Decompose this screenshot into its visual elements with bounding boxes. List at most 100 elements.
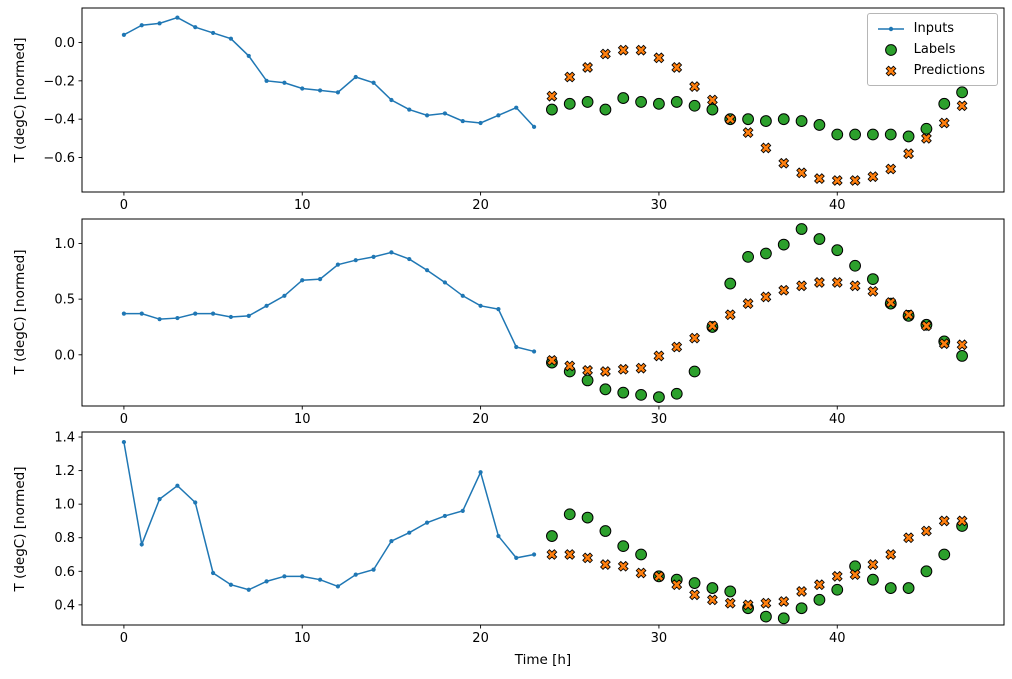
prediction-marker: [903, 532, 914, 544]
label-marker: [760, 247, 772, 260]
label-marker: [795, 115, 808, 127]
inputs-marker: [496, 307, 501, 312]
inputs-marker: [157, 497, 162, 502]
inputs-marker: [139, 311, 144, 316]
label-marker: [777, 238, 790, 251]
label-marker: [617, 92, 630, 104]
inputs-marker: [478, 303, 483, 308]
label-marker: [742, 113, 754, 126]
predictions-series: [546, 515, 968, 611]
inputs-marker: [353, 74, 358, 80]
inputs-marker: [335, 584, 341, 589]
prediction-marker: [921, 525, 932, 537]
y-axis-label: T (degC) [normed]: [12, 37, 28, 163]
inputs-marker: [389, 538, 394, 544]
legend-item-inputs: Inputs: [876, 21, 985, 36]
prediction-marker: [903, 148, 914, 160]
inputs-marker: [139, 542, 144, 547]
prediction-marker: [831, 277, 843, 288]
x-tick-label: 0: [120, 198, 128, 213]
x-axis: 0 10 20 30 40: [120, 625, 846, 646]
inputs-marker: [424, 113, 430, 118]
label-marker: [599, 103, 612, 116]
prediction-marker: [635, 567, 647, 579]
x-tick-label: 40: [829, 412, 846, 426]
y-tick-label: 0.6: [54, 565, 75, 580]
prediction-marker: [564, 549, 576, 560]
prediction-marker: [600, 559, 611, 570]
inputs-marker: [121, 311, 127, 316]
inputs-marker: [514, 344, 519, 350]
inputs-series: [121, 250, 537, 354]
label-marker: [688, 365, 701, 378]
inputs-marker: [531, 552, 537, 557]
prediction-marker: [938, 515, 950, 527]
predictions-x-icon: [885, 65, 897, 76]
axes-spines: [81, 7, 1005, 193]
inputs-marker: [531, 124, 537, 129]
inputs-marker: [407, 107, 412, 112]
label-marker: [635, 388, 647, 401]
prediction-marker: [956, 100, 968, 112]
inputs-marker: [264, 579, 269, 584]
prediction-marker: [617, 44, 629, 56]
inputs-marker: [157, 317, 162, 322]
prediction-marker: [564, 71, 576, 83]
prediction-marker: [689, 332, 700, 344]
label-marker: [688, 99, 701, 112]
inputs-series: [121, 439, 537, 592]
x-tick-label: 20: [472, 198, 489, 213]
legend-label-predictions: Predictions: [913, 63, 985, 78]
axes-spines: [81, 218, 1005, 407]
prediction-marker: [831, 175, 843, 186]
inputs-marker: [193, 311, 198, 316]
y-axis-label: T (degC) [normed]: [12, 249, 28, 375]
prediction-marker: [635, 362, 647, 374]
inputs-marker: [478, 120, 483, 126]
plot-background: [82, 8, 1004, 192]
x-tick-label: 30: [651, 198, 668, 213]
inputs-marker: [228, 36, 234, 41]
label-marker: [724, 585, 737, 598]
y-axis: 1.0 0.5 0.0: [54, 237, 82, 363]
label-marker: [546, 530, 558, 542]
label-marker: [938, 97, 951, 110]
inputs-marker: [389, 97, 394, 103]
x-tick-label: 20: [472, 412, 489, 426]
label-marker: [813, 593, 826, 606]
prediction-marker: [778, 157, 790, 169]
y-axis: 0.0 −0.2 −0.4 −0.6: [43, 36, 82, 166]
label-marker: [884, 128, 897, 141]
label-marker: [920, 122, 933, 135]
inputs-marker: [496, 533, 501, 539]
label-marker: [938, 548, 951, 561]
legend: Inputs Labels Predictions: [866, 13, 998, 86]
y-tick-label: 1.2: [54, 464, 75, 479]
prediction-marker: [724, 113, 736, 125]
prediction-marker: [582, 552, 593, 564]
prediction-marker: [600, 48, 611, 60]
label-marker: [956, 86, 968, 99]
label-marker: [867, 573, 879, 586]
plot-background: [82, 432, 1004, 625]
legend-item-labels: Labels: [876, 42, 985, 57]
prediction-marker: [885, 297, 897, 308]
label-marker: [884, 582, 897, 594]
inputs-line: [123, 16, 535, 128]
y-axis-label: T (degC) [normed]: [12, 466, 28, 592]
plot-canvas-2: 0 10 20 30 40 1.0 0.5 0.0: [54, 218, 1005, 426]
prediction-marker: [778, 596, 790, 607]
label-marker: [581, 511, 594, 524]
legend-label-inputs: Inputs: [913, 21, 955, 36]
label-marker: [635, 96, 647, 108]
prediction-marker: [956, 515, 968, 527]
prediction-marker: [956, 339, 968, 351]
label-marker: [599, 525, 612, 537]
prediction-marker: [653, 570, 665, 582]
x-axis-label: Time [h]: [514, 652, 572, 668]
labels-series: [546, 508, 968, 625]
prediction-marker: [689, 81, 700, 92]
x-tick-label: 20: [472, 631, 489, 646]
label-marker: [635, 548, 647, 561]
